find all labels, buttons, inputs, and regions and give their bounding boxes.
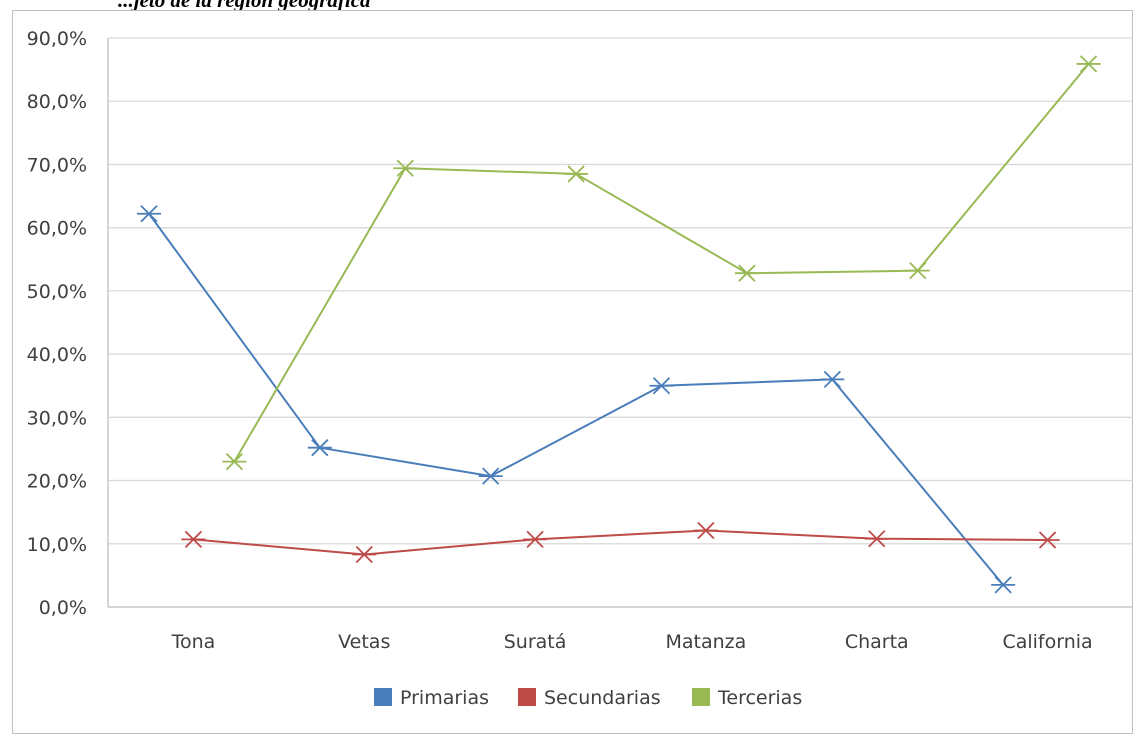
x-tick-label: Vetas [338, 631, 390, 653]
data-point-marker [991, 576, 1016, 594]
series-tercerias [222, 55, 1101, 471]
x-tick-label: Charta [845, 631, 909, 653]
y-tick-label: 80,0% [27, 91, 87, 113]
legend-swatch [374, 688, 392, 706]
x-tick-label: Tona [171, 631, 216, 653]
x-tick-label: Suratá [504, 631, 567, 653]
series-line [193, 529, 1048, 556]
legend-label: Secundarias [544, 687, 661, 709]
data-point-marker [820, 370, 845, 389]
data-point-marker [137, 205, 161, 223]
data-point-marker [307, 439, 332, 457]
y-tick-label: 90,0% [27, 28, 87, 50]
data-point-marker [649, 377, 674, 395]
legend-swatch [518, 688, 536, 706]
series-line [148, 213, 1004, 586]
data-point-marker [905, 262, 930, 280]
data-point-marker [352, 545, 377, 564]
series-line [233, 63, 1090, 463]
y-tick-label: 10,0% [27, 534, 87, 556]
data-point-marker [864, 530, 889, 548]
y-tick-label: 60,0% [27, 218, 87, 240]
y-tick-label: 30,0% [27, 407, 87, 429]
legend-label: Tercerias [717, 687, 802, 709]
y-tick-label: 40,0% [27, 344, 87, 366]
legend-label: Primarias [400, 687, 489, 709]
data-point-marker [1076, 55, 1101, 73]
legend: Primarias Secundarias Tercerias [374, 687, 802, 709]
data-point-marker [181, 530, 206, 548]
y-tick-label: 20,0% [27, 471, 87, 493]
data-point-marker [564, 165, 589, 183]
data-point-marker [693, 521, 718, 540]
data-point-marker [734, 264, 759, 282]
gridlines [108, 37, 1133, 545]
x-tick-label: Matanza [666, 631, 747, 653]
series-primarias [137, 205, 1016, 594]
series-secundarias [181, 521, 1060, 564]
axes: 0,0% 10,0% 20,0% 30,0% 40,0% 50,0% 60,0% 70,0% 8… [27, 28, 1133, 653]
data-point-marker [478, 467, 503, 485]
data-point-marker [523, 530, 548, 548]
y-tick-label: 70,0% [27, 154, 87, 176]
x-tick-label: California [1002, 631, 1092, 653]
figure-caption: ...jeto de la región geográfica [118, 0, 371, 12]
y-tick-label: 0,0% [39, 597, 87, 619]
data-point-marker [393, 159, 418, 177]
data-point-marker [1035, 531, 1060, 549]
legend-swatch [692, 688, 710, 706]
chart-area [12, 10, 1133, 734]
series [137, 55, 1101, 594]
data-point-marker [222, 452, 247, 471]
y-tick-label: 50,0% [27, 281, 87, 303]
